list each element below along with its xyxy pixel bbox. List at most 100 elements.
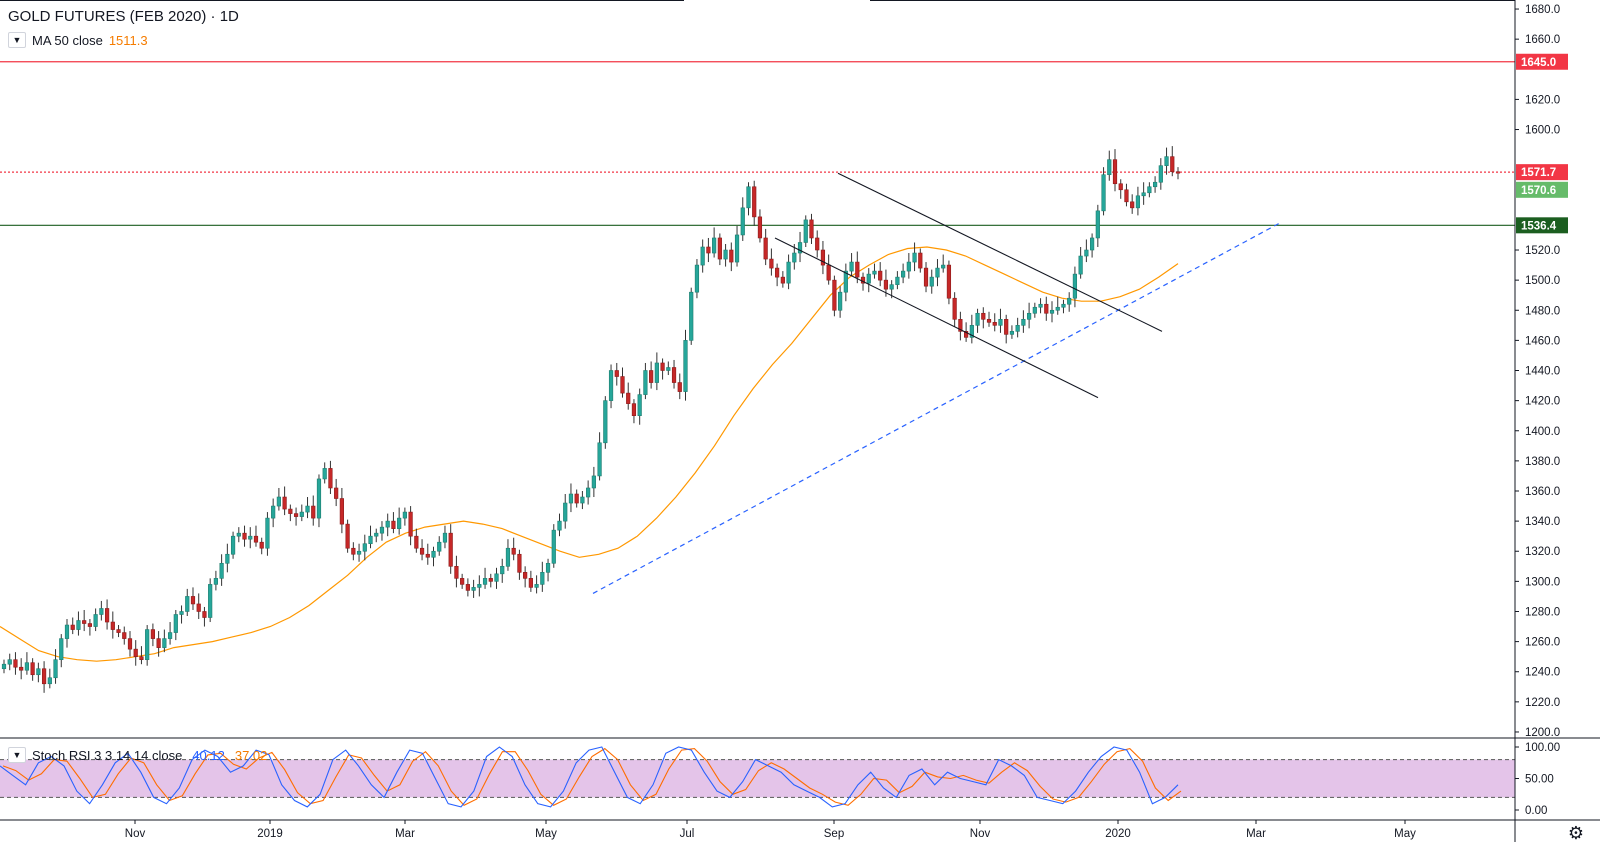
candle-body [139,656,144,660]
candle-body [883,279,889,290]
candle-body [379,526,385,534]
candle-body [225,553,230,564]
ma-label: MA 50 close [32,32,103,48]
candle-body [1067,297,1072,305]
candle-body [694,264,700,293]
candle-body [1124,189,1129,203]
candles-layer [1,146,1181,693]
candle-body [99,608,104,615]
channel-lower-line [774,237,1099,399]
price-tick-label: 1600.0 [1525,125,1560,137]
time-tick-label: Nov [125,828,146,840]
axes-layer: 1200.0 1220.0 1240.0 1260.0 1280.0 1300.0 1320… [0,0,1600,842]
candle-body [803,219,808,243]
candle-body [1061,303,1066,308]
candle-body [356,550,362,555]
candle-body [981,312,986,320]
candle-body [620,376,625,394]
price-tick-label: 1320.0 [1525,546,1560,558]
ma-value: 1511.3 [108,32,148,48]
price-level-label: 1536.4 [1521,220,1557,232]
candle-body [391,520,396,529]
candle-body [723,249,728,260]
candle-body [242,532,247,540]
rsi-d-line [2,747,1182,806]
price-tick-label: 1200.0 [1525,727,1560,739]
candle-body [855,261,860,278]
candle-body [145,629,150,660]
drawings-layer [592,172,1281,594]
candle-body [76,620,81,630]
candle-body [740,207,745,236]
chevron-down-icon[interactable]: ▼ [8,747,26,763]
candle-body [253,535,259,543]
candle-body [437,541,442,552]
rsi-tick-label: 50.00 [1525,774,1554,786]
candle-body [127,638,133,650]
candle-body [316,478,322,519]
candle-body [288,508,293,514]
candle-body [397,517,402,529]
candle-body [889,284,894,290]
price-tick-label: 1660.0 [1525,34,1560,46]
candle-body [477,584,482,588]
candle-body [122,632,127,639]
candle-body [700,246,705,266]
price-level-tag [1516,53,1568,70]
candle-body [494,573,499,582]
price-level-label: 1570.6 [1521,185,1556,197]
time-tick-label: May [535,828,557,840]
candle-body [872,270,877,275]
candle-body [276,496,281,507]
candle-body [104,608,110,623]
candle-body [591,475,596,489]
candle-body [517,553,522,573]
candle-body [334,487,339,499]
time-tick-label: Sep [824,828,844,840]
time-tick-label: Mar [395,828,415,840]
candle-body [797,242,803,254]
candle-body [998,318,1003,326]
candle-body [259,541,264,549]
time-tick-label: Nov [970,828,991,840]
time-tick-label: Mar [1246,828,1266,840]
price-tick-label: 1440.0 [1525,366,1560,378]
candle-body [637,394,642,416]
candle-body [339,498,344,525]
candle-body [419,547,425,555]
rsi-band-fill [0,759,1515,798]
candle-body [878,270,883,281]
candle-body [402,511,407,519]
candle-body [712,237,717,254]
price-tick-label: 1420.0 [1525,396,1560,408]
candle-body [671,367,677,383]
candle-body [746,186,751,209]
candle-body [752,186,757,218]
candle-body [460,578,465,585]
candle-body [1084,249,1089,257]
candle-body [734,234,740,263]
candle-body [454,566,459,579]
candle-body [946,264,952,299]
candle-body [523,572,528,579]
candle-body [374,532,379,537]
chevron-down-icon[interactable]: ▼ [8,32,26,48]
candle-body [64,624,70,639]
candle-body [534,584,539,588]
candle-body [1130,201,1135,209]
price-levels: 1645.0 1571.7 1570.6 1536.4 [0,53,1568,234]
candle-body [219,562,224,579]
gear-icon[interactable]: ⚙ [1567,823,1584,843]
price-tick-label: 1240.0 [1525,667,1560,679]
candle-body [1078,255,1083,275]
candle-body [322,468,327,480]
candle-body [179,611,184,615]
candle-body [775,267,780,278]
moving-average-layer [0,246,1179,662]
candle-body [986,318,992,323]
price-tick-label: 1680.0 [1525,4,1560,16]
candle-body [505,547,511,567]
price-tick-label: 1340.0 [1525,516,1560,528]
candle-body [952,297,957,320]
